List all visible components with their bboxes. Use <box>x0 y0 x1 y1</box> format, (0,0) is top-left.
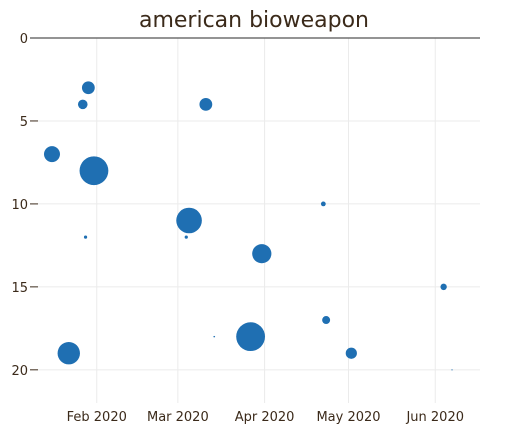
x-tick-label: Apr 2020 <box>235 410 295 425</box>
y-tick-label: 5 <box>20 115 28 130</box>
data-point <box>81 81 95 95</box>
data-point <box>252 244 272 264</box>
data-point <box>213 335 216 338</box>
data-point <box>199 97 213 111</box>
x-tick-label: May 2020 <box>316 410 380 425</box>
x-tick-label: Feb 2020 <box>67 410 127 425</box>
y-tick-label: 0 <box>20 32 28 47</box>
data-point <box>57 342 80 365</box>
data-point <box>345 347 357 359</box>
axes: 0 5 10 15 20 Feb 2020 Mar 2020 Apr 2020 May 2020… <box>11 32 480 425</box>
data-point <box>176 207 202 234</box>
y-tick-label: 15 <box>11 281 28 296</box>
data-point <box>83 235 88 239</box>
data-points <box>43 81 453 371</box>
data-point <box>79 156 109 186</box>
data-point <box>77 99 88 110</box>
chart-title: american bioweapon <box>139 8 369 33</box>
data-point <box>236 322 266 352</box>
data-point <box>440 283 447 291</box>
data-point <box>43 146 60 163</box>
x-tick-label: Mar 2020 <box>147 410 209 425</box>
data-point <box>184 235 188 239</box>
x-tick-label: Jun 2020 <box>405 410 464 425</box>
data-point <box>451 369 453 371</box>
data-point <box>320 201 326 207</box>
y-tick-label: 10 <box>11 198 28 213</box>
data-point <box>322 316 331 325</box>
y-tick-label: 20 <box>11 364 28 379</box>
